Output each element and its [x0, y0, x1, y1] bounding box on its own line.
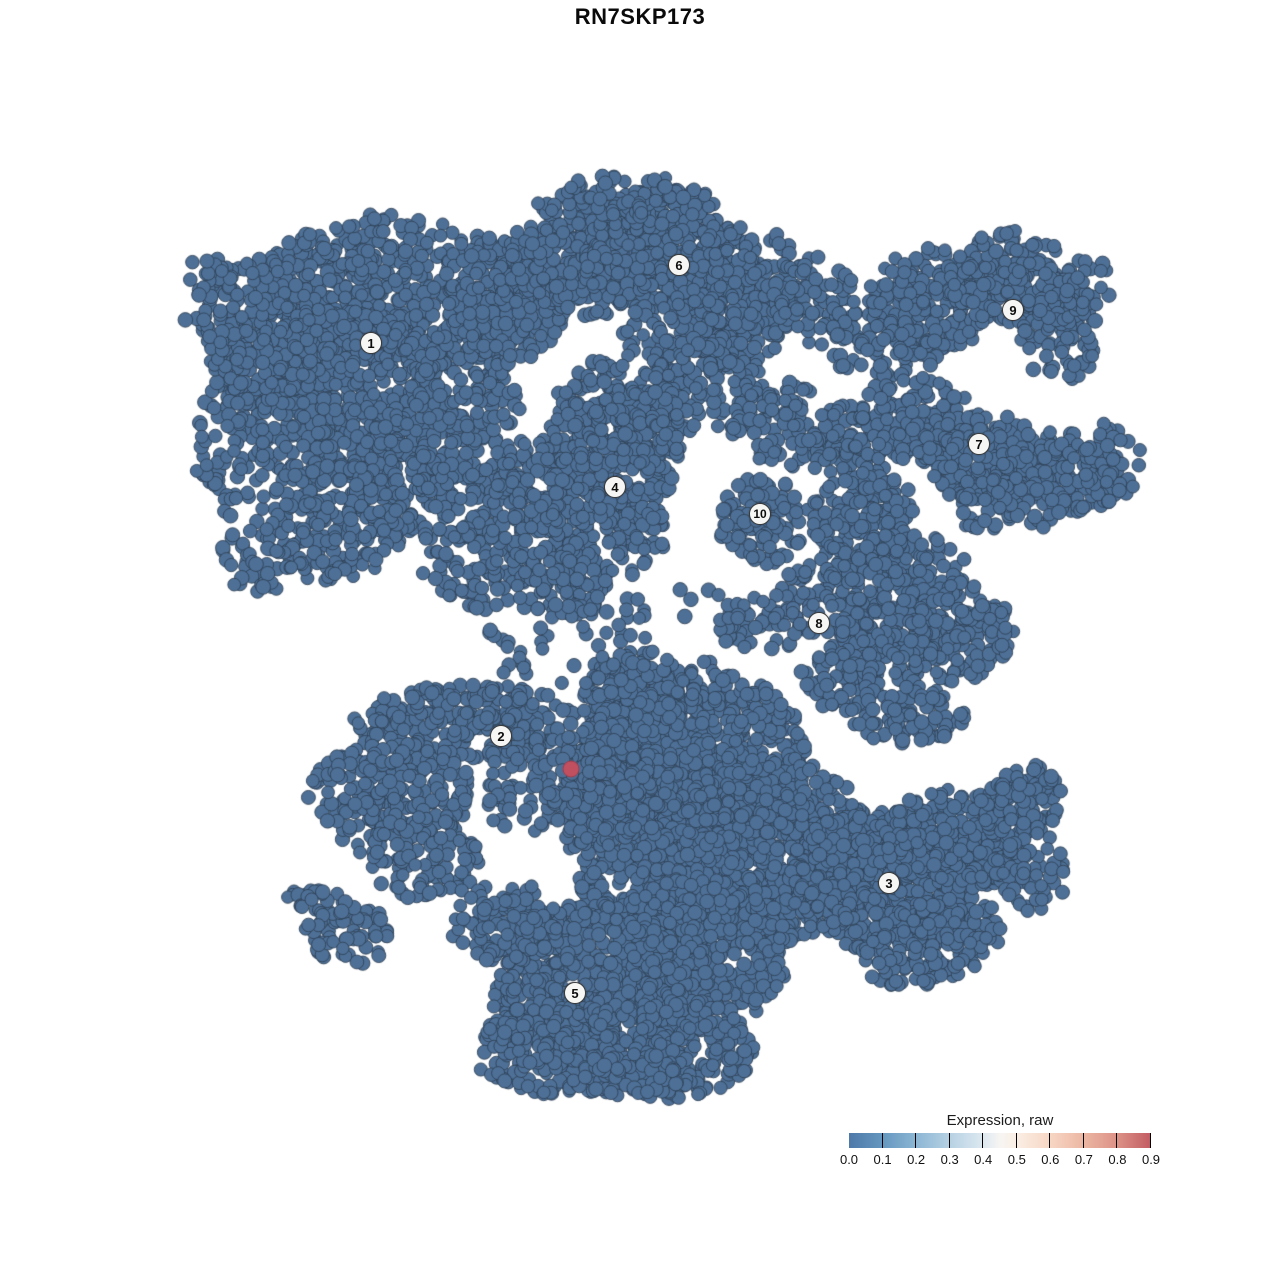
legend-tick-label: 0.4	[974, 1152, 993, 1167]
cluster-label-7[interactable]: 7	[968, 433, 990, 455]
cluster-label-4[interactable]: 4	[604, 476, 626, 498]
legend-tick-label: 0.0	[839, 1152, 859, 1167]
legend-tick-label: 0.8	[1108, 1152, 1127, 1167]
legend-tick-label: 0.1	[873, 1152, 892, 1167]
legend-divider	[982, 1133, 984, 1148]
cluster-label-6[interactable]: 6	[668, 254, 690, 276]
cluster-label-9[interactable]: 9	[1002, 299, 1024, 321]
legend-divider	[1150, 1133, 1151, 1148]
cluster-label-3[interactable]: 3	[878, 872, 900, 894]
legend-tick-label: 0.7	[1074, 1152, 1093, 1167]
legend-divider	[1049, 1133, 1051, 1148]
legend-divider	[1116, 1133, 1118, 1148]
legend-title: Expression, raw	[946, 1112, 1054, 1129]
legend-tick-label: 0.5	[1007, 1152, 1026, 1167]
cluster-label-10[interactable]: 10	[749, 503, 771, 525]
page-title: RN7SKP173	[574, 4, 706, 29]
legend-divider	[948, 1133, 950, 1148]
legend-tick-label: 0.9	[1141, 1152, 1161, 1167]
legend-tick-label: 0.3	[940, 1152, 959, 1167]
legend-tick-row: 0.0 0.1 0.2 0.3 0.4 0.5 0.6 0.7 0.8 0.9	[840, 1133, 1160, 1167]
legend-colorbar	[849, 1133, 1151, 1148]
legend-divider	[1082, 1133, 1084, 1148]
legend-tick-label: 0.2	[907, 1152, 926, 1167]
cluster-label-5[interactable]: 5	[564, 982, 586, 1004]
expression-legend: Expression, raw 0.0 0.1 0.2 0.3 0.4 0.5 0.6 0.7…	[840, 1112, 1160, 1167]
legend-divider	[915, 1133, 917, 1148]
legend-divider	[881, 1133, 883, 1148]
legend-divider	[1015, 1133, 1017, 1148]
legend-tick-label: 0.6	[1041, 1152, 1060, 1167]
cluster-label-2[interactable]: 2	[490, 725, 512, 747]
cluster-label-1[interactable]: 1	[360, 332, 382, 354]
cluster-label-8[interactable]: 8	[808, 612, 830, 634]
